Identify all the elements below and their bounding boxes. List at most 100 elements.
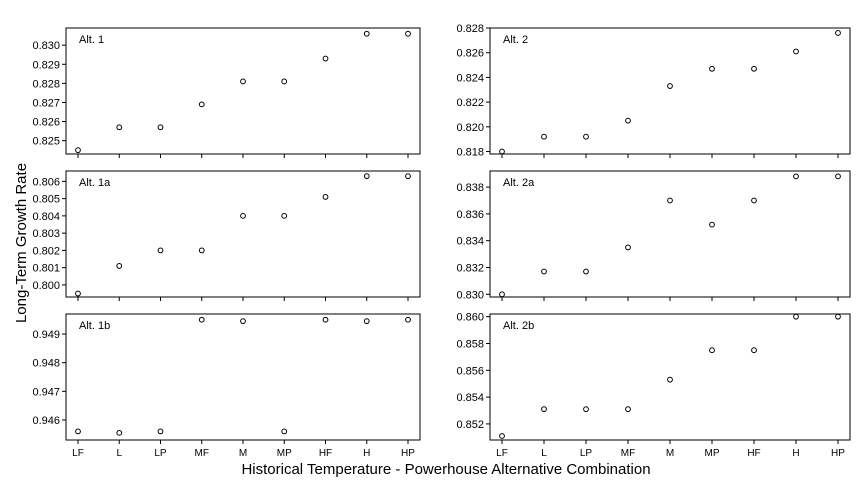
data-point xyxy=(751,347,757,354)
x-tick-label: HF xyxy=(747,448,760,459)
panel-title: Alt. 1 xyxy=(79,34,104,46)
y-tick-label: 0.946 xyxy=(32,415,60,427)
x-tick-label: MP xyxy=(705,448,720,459)
x-axis-label: Historical Temperature - Powerhouse Alte… xyxy=(241,461,650,478)
data-point xyxy=(709,65,715,72)
y-tick-label: 0.830 xyxy=(456,289,484,301)
data-point xyxy=(751,65,757,72)
x-tick-label: H xyxy=(363,448,370,459)
y-tick-label: 0.838 xyxy=(456,182,484,194)
y-tick-label: 0.820 xyxy=(456,122,484,134)
data-point xyxy=(709,347,715,354)
y-tick-label: 0.828 xyxy=(32,78,60,90)
data-point xyxy=(499,433,505,439)
panel-alt-2b: Alt. 2b 0.852 0.854 0.856 0.858 0.860 LF L LP MF M… xyxy=(456,312,851,459)
y-tick-label: 0.827 xyxy=(32,97,60,109)
y-tick-label: 0.800 xyxy=(32,280,60,292)
y-tick-label: 0.825 xyxy=(32,136,60,148)
data-point xyxy=(281,78,288,85)
panels: Alt. 10.8250.8260.8270.8280.8290.830Alt.… xyxy=(32,23,851,459)
data-point xyxy=(157,124,164,131)
data-point xyxy=(363,30,370,37)
plot-frame xyxy=(65,27,421,155)
data-point xyxy=(116,429,123,436)
data-point xyxy=(75,290,81,297)
data-point xyxy=(405,30,411,37)
y-tick-label: 0.806 xyxy=(32,176,60,188)
data-point xyxy=(405,173,411,180)
data-point xyxy=(835,30,841,36)
x-tick-label: HF xyxy=(319,448,332,459)
data-point xyxy=(198,316,205,323)
data-point xyxy=(583,133,589,140)
y-tick-label: 0.802 xyxy=(32,245,60,257)
data-point xyxy=(240,78,246,85)
data-point xyxy=(75,428,81,435)
data-point xyxy=(541,268,547,275)
y-tick-label: 0.852 xyxy=(456,419,484,431)
x-tick-label: MP xyxy=(277,448,292,459)
y-tick-label: 0.829 xyxy=(32,59,60,71)
data-point xyxy=(541,133,547,140)
y-tick-label: 0.805 xyxy=(32,194,60,206)
y-axis-label: Long-Term Growth Rate xyxy=(13,163,30,323)
data-point xyxy=(157,247,164,254)
data-point xyxy=(116,263,123,269)
data-point xyxy=(499,291,505,298)
x-tick-label: MF xyxy=(621,448,635,459)
data-point xyxy=(793,173,799,180)
data-point xyxy=(541,406,547,413)
x-tick-label: LP xyxy=(154,448,167,459)
y-tick-label: 0.856 xyxy=(456,365,484,377)
y-tick-label: 0.826 xyxy=(456,48,484,60)
panel-alt-1b: Alt. 1b 0.946 0.947 0.948 0.949 LF L LP MF M MP HF H… xyxy=(32,313,421,459)
data-point xyxy=(583,406,589,413)
y-tick-label: 0.860 xyxy=(456,312,484,324)
y-tick-label: 0.824 xyxy=(456,72,484,84)
y-tick-label: 0.949 xyxy=(32,329,60,341)
x-tick-label: HP xyxy=(831,448,845,459)
data-point xyxy=(322,55,329,62)
y-tick-label: 0.803 xyxy=(32,228,60,240)
y-tick-label: 0.822 xyxy=(456,97,484,109)
x-tick-label: M xyxy=(666,448,674,459)
y-tick-label: 0.834 xyxy=(456,236,484,248)
y-tick-label: 0.948 xyxy=(32,358,60,370)
panel-title: Alt. 1a xyxy=(79,177,111,189)
data-point xyxy=(240,212,246,219)
y-tick-label: 0.828 xyxy=(456,23,484,35)
x-tick-label: LP xyxy=(580,448,593,459)
data-point xyxy=(322,193,329,200)
x-tick-label: HP xyxy=(401,448,415,459)
data-point xyxy=(835,313,841,320)
data-point xyxy=(157,428,164,435)
data-point xyxy=(75,147,81,154)
data-point xyxy=(281,212,288,219)
y-tick-label: 0.801 xyxy=(32,263,60,275)
panel-alt-1: Alt. 1 0.825 0.826 0.827 0.828 0.829 0.830 xyxy=(32,27,421,158)
y-tick-label: 0.858 xyxy=(456,338,484,350)
data-point xyxy=(667,376,673,383)
data-point xyxy=(240,318,246,325)
data-point xyxy=(625,117,631,124)
data-point xyxy=(793,48,799,55)
data-point xyxy=(499,148,505,155)
data-point xyxy=(405,316,411,323)
y-tick-label: 0.826 xyxy=(32,117,60,129)
data-point xyxy=(322,316,329,323)
y-tick-label: 0.854 xyxy=(456,392,484,404)
plot-frame xyxy=(65,313,421,441)
y-tick-label: 0.832 xyxy=(456,263,484,275)
data-point xyxy=(835,173,841,180)
x-tick-label: LF xyxy=(72,448,84,459)
panel-title: Alt. 2a xyxy=(503,177,535,189)
panel-alt-2a: Alt. 2a 0.830 0.832 0.834 0.836 0.838 xyxy=(456,170,851,301)
panel-alt-1a: Alt. 1a 0.800 0.801 0.802 0.803 0.804 0.805 0.8… xyxy=(32,170,421,301)
data-point xyxy=(625,244,631,251)
data-point xyxy=(363,173,370,180)
data-point xyxy=(793,313,799,320)
panel-title: Alt. 2 xyxy=(503,34,528,46)
panel-alt-2: Alt. 2 0.818 0.820 0.822 0.824 0.826 0.828 xyxy=(456,23,851,159)
y-tick-label: 0.830 xyxy=(32,40,60,52)
y-tick-label: 0.836 xyxy=(456,209,484,221)
